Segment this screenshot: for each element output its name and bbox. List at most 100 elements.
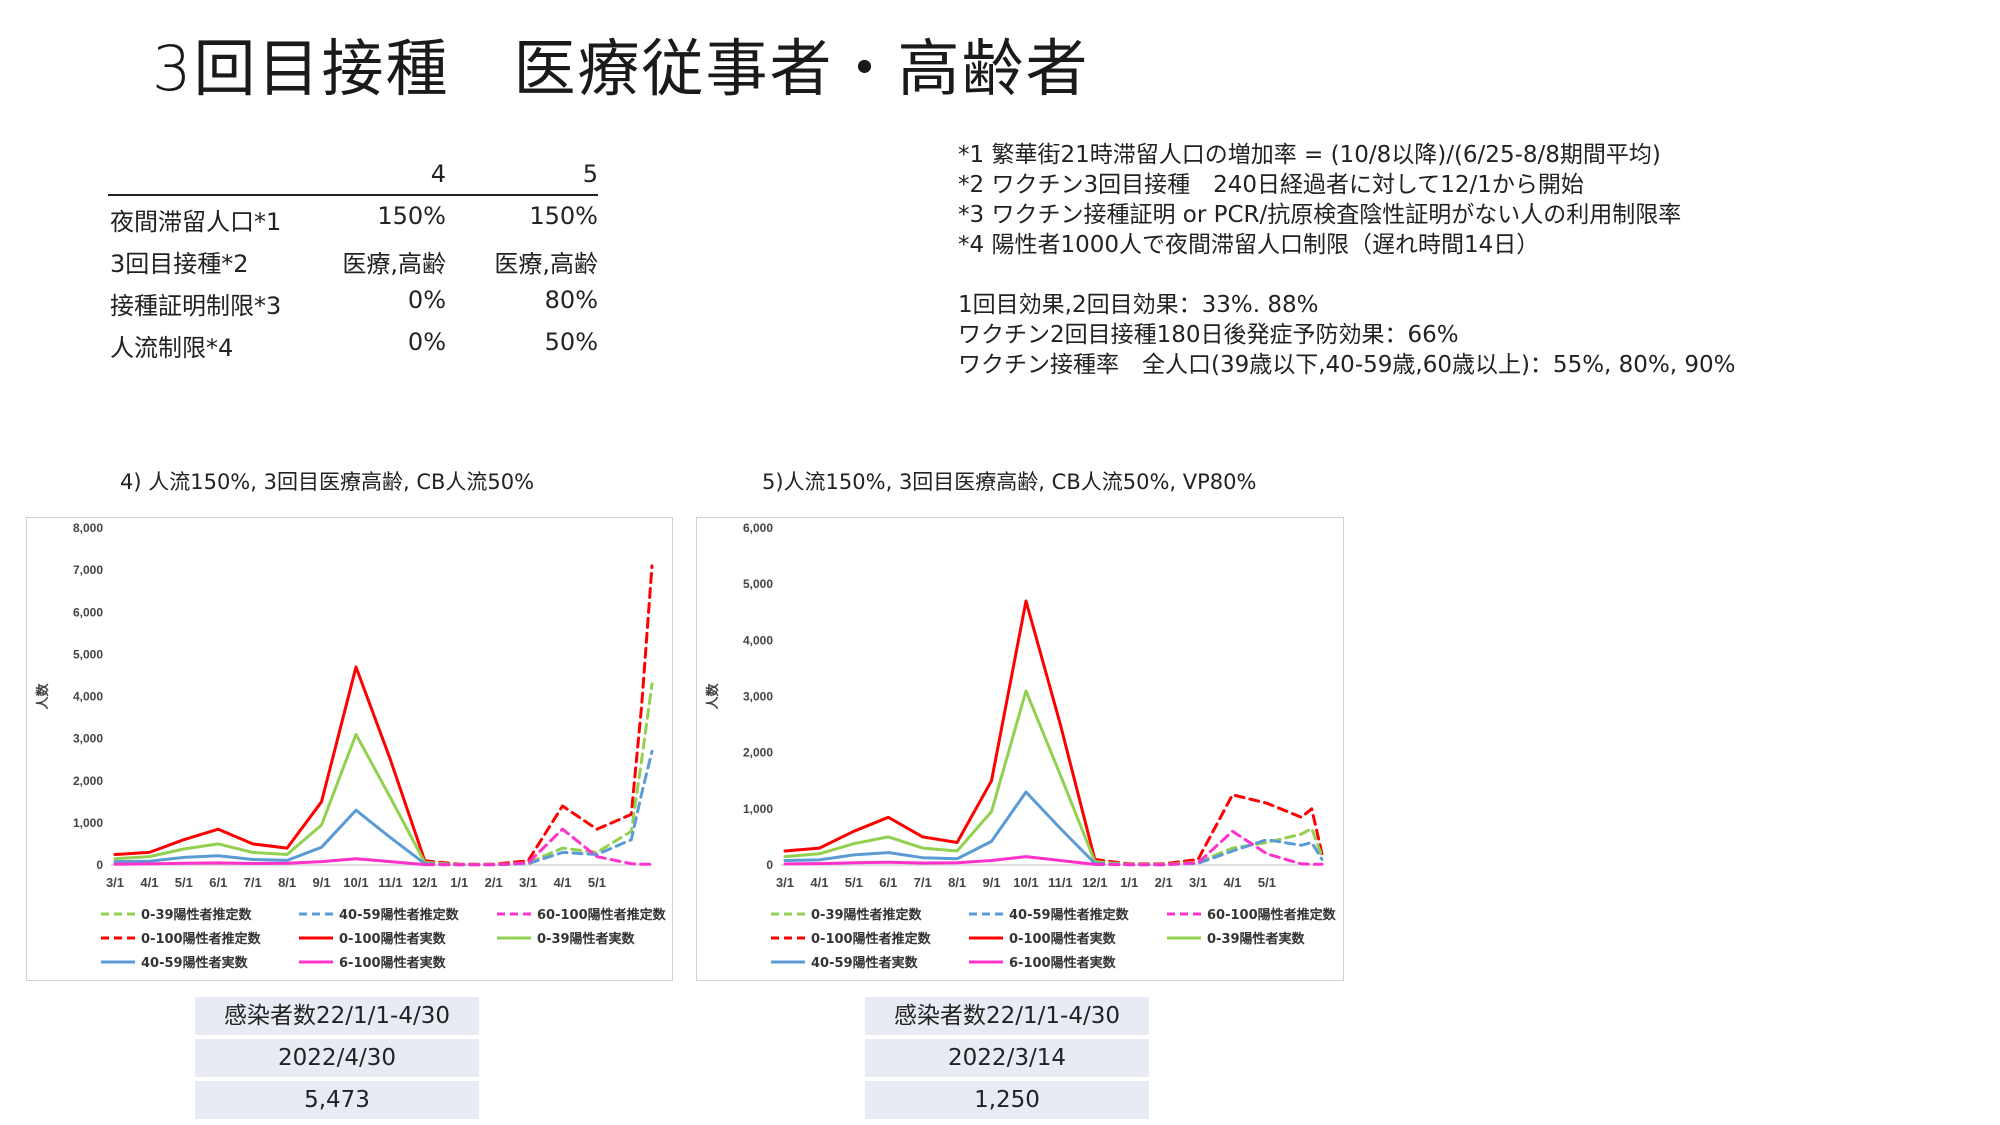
slide-title: 3回目接種 医療従事者・高齢者	[152, 32, 1090, 105]
stat-value: 1,250	[865, 1081, 1149, 1119]
x-tick-label: 5/1	[1258, 875, 1276, 890]
x-tick-label: 3/1	[519, 875, 537, 890]
stat-value: 5,473	[195, 1081, 479, 1119]
legend-label: 40-59陽性者推定数	[1009, 907, 1130, 923]
y-tick-label: 6,000	[743, 521, 773, 535]
note-line: ワクチン接種率 全人口(39歳以下,40-59歳,60歳以上)：55%, 80%…	[958, 352, 1736, 378]
y-axis-label: 人数	[705, 683, 721, 710]
x-tick-label: 3/1	[106, 875, 124, 890]
x-tick-label: 8/1	[278, 875, 296, 890]
y-tick-label: 2,000	[73, 774, 103, 788]
x-tick-label: 3/1	[776, 875, 794, 890]
chart-title-5: 5)人流150%, 3回目医療高齢, CB人流50%, VP80%	[762, 470, 1257, 494]
x-tick-label: 1/1	[450, 875, 468, 890]
series-line	[1093, 793, 1324, 866]
stat-date: 2022/4/30	[195, 1039, 479, 1077]
legend-label: 0-100陽性者推定数	[811, 931, 932, 947]
x-tick-label: 4/1	[1223, 875, 1241, 890]
series-line	[113, 665, 427, 863]
row-label: 夜間滞留人口*1	[110, 208, 282, 236]
x-tick-label: 3/1	[1189, 875, 1207, 890]
y-tick-label: 3,000	[743, 690, 773, 704]
legend-label: 0-39陽性者実数	[537, 931, 636, 947]
x-tick-label: 6/1	[209, 875, 227, 890]
cell-value: 80%	[544, 286, 598, 314]
y-tick-label: 3,000	[73, 732, 103, 746]
note-spacer	[958, 260, 1736, 290]
cell-value: 医療,高齢	[494, 250, 598, 278]
column-header-4: 4	[430, 160, 446, 188]
parameter-table-header: 4 5	[108, 158, 598, 196]
chart-5: 0 1,000 2,000 3,000 4,000 5,000 6,000 人数 3/1 4/1 5…	[705, 521, 1337, 971]
chart-4: 0 1,000 2,000 3,000 4,000 5,000 6,000 7,000 8,00…	[35, 521, 667, 971]
series-line	[783, 599, 1097, 861]
x-tick-label: 12/1	[412, 875, 437, 890]
x-tick-label: 5/1	[588, 875, 606, 890]
x-tick-label: 10/1	[343, 875, 368, 890]
series-line	[423, 827, 654, 867]
note-line: *1 繁華街21時滞留人口の増加率 = (10/8以降)/(6/25-8/8期間…	[958, 142, 1661, 168]
table-row: 夜間滞留人口*1 150% 150%	[108, 196, 598, 238]
series-line	[783, 855, 1097, 866]
x-tick-label: 6/1	[879, 875, 897, 890]
series-line	[113, 732, 427, 864]
column-header-5: 5	[582, 160, 598, 188]
y-tick-label: 5,000	[743, 577, 773, 591]
table-row: 3回目接種*2 医療,高齢 医療,高齢	[108, 238, 598, 280]
legend-label: 0-39陽性者推定数	[811, 907, 923, 923]
y-tick-label: 0	[766, 858, 773, 872]
legend-label: 0-39陽性者実数	[1207, 931, 1306, 947]
row-label: 接種証明制限*3	[110, 292, 282, 320]
x-tick-label: 1/1	[1120, 875, 1138, 890]
legend-label: 60-100陽性者推定数	[537, 907, 667, 923]
chart-panel-4: 0 1,000 2,000 3,000 4,000 5,000 6,000 7,000 8,00…	[26, 517, 673, 981]
x-tick-label: 11/1	[1048, 875, 1073, 890]
cell-value: 150%	[377, 202, 446, 230]
series-line	[113, 857, 427, 867]
parameter-table: 4 5 夜間滞留人口*1 150% 150% 3回目接種*2 医療,高齢 医療,…	[108, 158, 598, 364]
chart-title-4: 4) 人流150%, 3回目医療高齢, CB人流50%	[120, 470, 535, 494]
legend-label: 0-39陽性者推定数	[141, 907, 253, 923]
legend-label: 0-100陽性者実数	[1009, 931, 1117, 947]
legend-label: 6-100陽性者実数	[339, 955, 447, 971]
series-line	[423, 749, 654, 867]
legend-label: 40-59陽性者実数	[811, 955, 919, 971]
x-tick-label: 11/1	[378, 875, 403, 890]
legend-label: 40-59陽性者実数	[141, 955, 249, 971]
series-line	[1093, 829, 1324, 867]
x-tick-label: 2/1	[485, 875, 503, 890]
y-tick-label: 4,000	[73, 690, 103, 704]
cell-value: 医療,高齢	[342, 250, 446, 278]
x-tick-label: 12/1	[1082, 875, 1107, 890]
note-line: *3 ワクチン接種証明 or PCR/抗原検査陰性証明がない人の利用制限率	[958, 202, 1682, 228]
series-line	[423, 682, 654, 867]
y-tick-label: 8,000	[73, 521, 103, 535]
legend-label: 0-100陽性者実数	[339, 931, 447, 947]
notes-block: *1 繁華街21時滞留人口の増加率 = (10/8以降)/(6/25-8/8期間…	[958, 140, 1736, 380]
table-row: 人流制限*4 0% 50%	[108, 322, 598, 364]
y-tick-label: 5,000	[73, 647, 103, 661]
series-line	[783, 790, 1097, 865]
note-line: ワクチン2回目接種180日後発症予防効果：66%	[958, 322, 1459, 348]
stat-label: 感染者数22/1/1-4/30	[865, 997, 1149, 1035]
cell-value: 50%	[544, 328, 598, 356]
cell-value: 0%	[407, 286, 446, 314]
x-tick-label: 9/1	[312, 875, 330, 890]
legend-label: 6-100陽性者実数	[1009, 955, 1117, 971]
legend-label: 0-100陽性者推定数	[141, 931, 262, 947]
y-tick-label: 1,000	[73, 816, 103, 830]
table-row: 接種証明制限*3 0% 80%	[108, 280, 598, 322]
cell-value: 150%	[529, 202, 598, 230]
x-tick-label: 7/1	[914, 875, 932, 890]
x-tick-label: 4/1	[553, 875, 571, 890]
x-tick-label: 5/1	[845, 875, 863, 890]
x-tick-label: 10/1	[1013, 875, 1038, 890]
x-tick-label: 7/1	[244, 875, 262, 890]
stat-label: 感染者数22/1/1-4/30	[195, 997, 479, 1035]
note-line: *2 ワクチン3回目接種 240日経過者に対して12/1から開始	[958, 172, 1584, 198]
y-tick-label: 2,000	[743, 746, 773, 760]
x-tick-label: 8/1	[948, 875, 966, 890]
y-axis-label: 人数	[35, 683, 51, 710]
x-tick-label: 9/1	[982, 875, 1000, 890]
stat-date: 2022/3/14	[865, 1039, 1149, 1077]
